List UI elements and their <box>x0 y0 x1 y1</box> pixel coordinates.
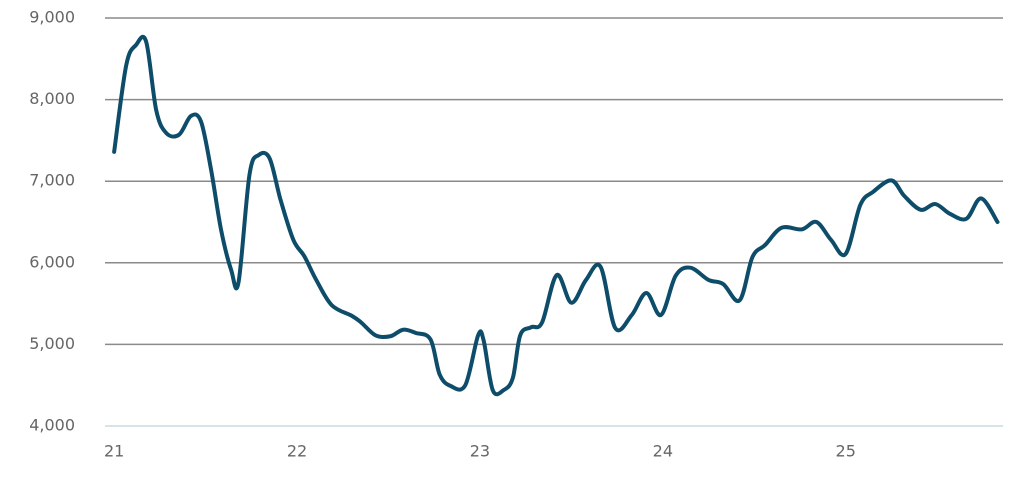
x-tick-label: 23 <box>470 442 490 461</box>
x-tick-label: 24 <box>653 442 673 461</box>
y-tick-label: 8,000 <box>29 89 75 108</box>
y-tick-label: 5,000 <box>29 334 75 353</box>
y-tick-label: 6,000 <box>29 252 75 271</box>
x-tick-label: 21 <box>104 442 124 461</box>
y-tick-label: 7,000 <box>29 171 75 190</box>
y-tick-label: 4,000 <box>29 416 75 435</box>
x-tick-label: 25 <box>836 442 856 461</box>
y-tick-label: 9,000 <box>29 8 75 27</box>
x-tick-label: 22 <box>287 442 307 461</box>
line <box>112 34 1000 397</box>
